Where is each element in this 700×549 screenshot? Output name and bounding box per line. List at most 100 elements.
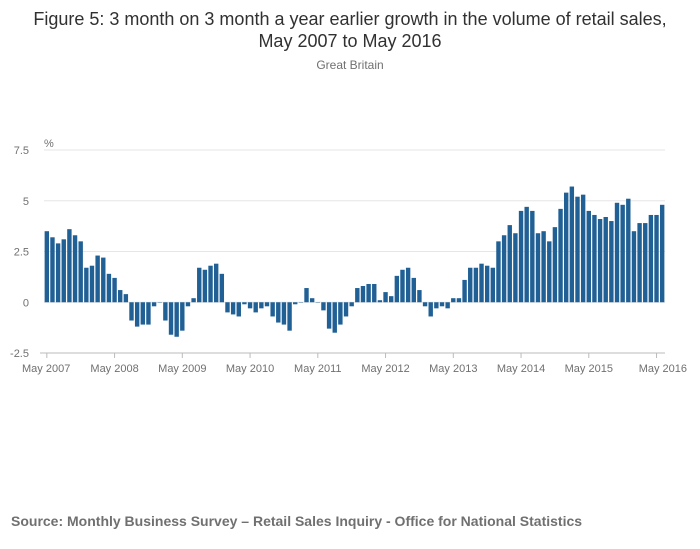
bar <box>580 194 586 303</box>
y-tick-label: 5 <box>23 196 29 208</box>
bar <box>456 298 462 303</box>
bar <box>394 275 400 303</box>
bar <box>163 302 168 321</box>
bar <box>84 267 89 303</box>
x-tick-label: May 2008 <box>90 363 138 375</box>
chart-subtitle: Great Britain <box>316 58 384 72</box>
bar <box>417 290 422 303</box>
source-note: Source: Monthly Business Survey – Retail… <box>11 513 583 529</box>
bar <box>253 302 258 313</box>
bar <box>564 192 569 303</box>
bar <box>637 223 642 303</box>
y-tick-label: 2.5 <box>14 247 29 259</box>
bar <box>208 265 213 303</box>
bar <box>259 302 264 309</box>
bar <box>287 302 292 331</box>
bar <box>388 296 394 303</box>
bar <box>597 219 603 303</box>
bar <box>609 221 614 303</box>
bar <box>428 302 433 317</box>
bar <box>462 279 467 303</box>
bar <box>490 267 496 303</box>
bar <box>468 267 473 303</box>
bar <box>631 231 637 303</box>
bar <box>281 302 287 325</box>
bar <box>50 237 55 303</box>
bar <box>67 229 72 303</box>
bar <box>293 302 298 305</box>
bar <box>422 302 428 307</box>
bar <box>106 273 112 303</box>
bar <box>264 302 270 307</box>
bar <box>304 288 309 303</box>
bar <box>659 204 665 303</box>
bar <box>338 302 343 325</box>
bar <box>411 277 416 303</box>
bar <box>151 302 157 307</box>
bar <box>518 210 524 303</box>
bar <box>535 233 541 303</box>
bar <box>552 227 558 303</box>
bar <box>242 302 247 305</box>
bar <box>524 206 529 303</box>
x-tick-label: May 2013 <box>429 363 477 375</box>
x-tick-label: May 2016 <box>639 363 687 375</box>
bar <box>547 241 552 303</box>
bar <box>219 273 225 303</box>
bar <box>592 214 597 303</box>
x-tick-label: May 2010 <box>226 363 274 375</box>
bar <box>230 302 236 315</box>
bar <box>197 267 202 303</box>
bar <box>343 302 349 317</box>
bar <box>168 302 174 335</box>
bar <box>507 225 512 303</box>
bar <box>360 286 366 303</box>
bar <box>569 186 575 303</box>
bar <box>89 265 95 303</box>
bar <box>614 202 620 303</box>
bar <box>405 267 411 303</box>
bar <box>558 208 563 303</box>
bar <box>349 302 354 307</box>
bar <box>400 269 405 303</box>
bar <box>332 302 337 333</box>
bar <box>55 243 61 303</box>
bar <box>575 196 580 303</box>
bar <box>213 263 219 303</box>
bar <box>61 239 66 303</box>
bar <box>377 300 383 303</box>
bar <box>439 302 445 307</box>
bar <box>123 294 129 303</box>
bar <box>451 298 456 303</box>
bar <box>276 302 281 323</box>
bar <box>134 302 140 327</box>
bar <box>247 302 253 309</box>
bar-series <box>44 186 665 337</box>
bar <box>620 204 625 303</box>
bar <box>129 302 134 321</box>
bar <box>140 302 145 325</box>
y-tick-label: 7.5 <box>14 145 29 157</box>
bar <box>501 235 507 303</box>
bar <box>101 257 106 303</box>
bar <box>626 198 631 303</box>
x-tick-label: May 2011 <box>294 363 342 375</box>
bar <box>309 298 315 303</box>
bar <box>118 290 123 303</box>
bar <box>191 298 196 303</box>
bar <box>112 277 117 303</box>
x-tick-label: May 2012 <box>361 363 409 375</box>
bar <box>366 283 371 303</box>
bar <box>496 241 501 303</box>
bar <box>72 235 78 303</box>
bar <box>643 223 648 303</box>
bar <box>44 231 50 303</box>
bar <box>270 302 275 317</box>
y-axis-ticks: 7.5 5 2.5 0 -2.5 <box>10 145 29 360</box>
bar <box>321 302 326 311</box>
x-tick-label: May 2009 <box>158 363 206 375</box>
x-tick-label: May 2014 <box>497 363 545 375</box>
x-tick-label: May 2007 <box>22 363 70 375</box>
y-tick-label: -2.5 <box>10 348 29 360</box>
bar <box>484 265 490 303</box>
